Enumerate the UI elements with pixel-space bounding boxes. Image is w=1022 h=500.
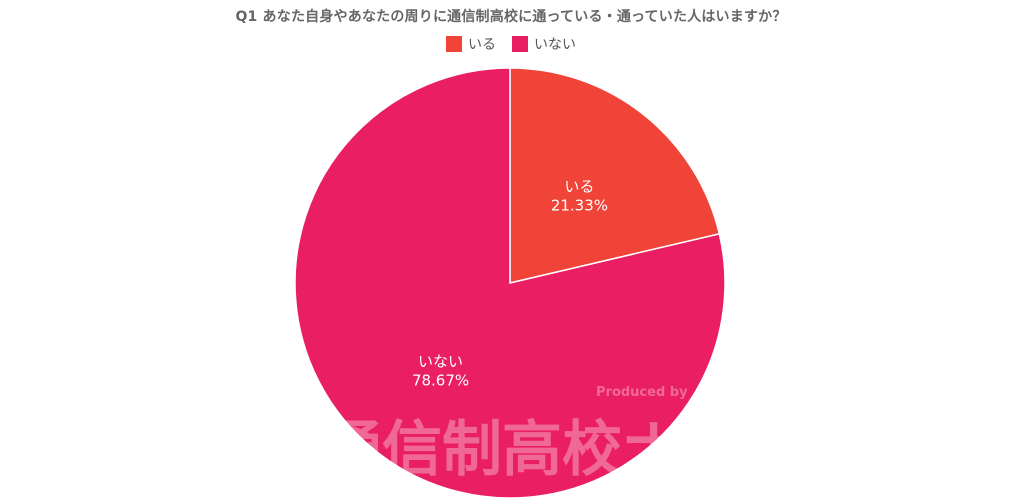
legend-swatch-iru [446,36,462,52]
legend-item-iru[interactable]: いる [446,34,496,54]
legend: いる いない [0,34,1022,54]
magnifier-clock-icon [220,389,309,460]
legend-swatch-inai [512,36,528,52]
pie-slice-inai[interactable] [294,67,726,499]
watermark: Produced by CliCK 通信制高校ナビ [220,377,778,485]
slice-value-label-iru: 21.33% [551,196,608,214]
legend-label-iru: いる [468,37,496,53]
pie-slice-iru[interactable] [509,67,721,284]
pie-slices [294,67,726,499]
watermark-brand: 通信制高校ナビ [322,415,742,485]
watermark-credit: Produced by [596,385,688,400]
watermark-credit-brand: CliCK [718,377,778,401]
legend-label-inai: いない [534,37,576,53]
legend-item-inai[interactable]: いない [512,34,576,54]
slice-value-label-inai: 78.67% [412,372,469,390]
slice-category-label-inai: いない [418,353,463,371]
chart-title: Q1 あなた自身やあなたの周りに通信制高校に通っている・通っていた人はいますか？ [235,9,787,25]
slice-category-label-iru: いる [564,177,594,195]
